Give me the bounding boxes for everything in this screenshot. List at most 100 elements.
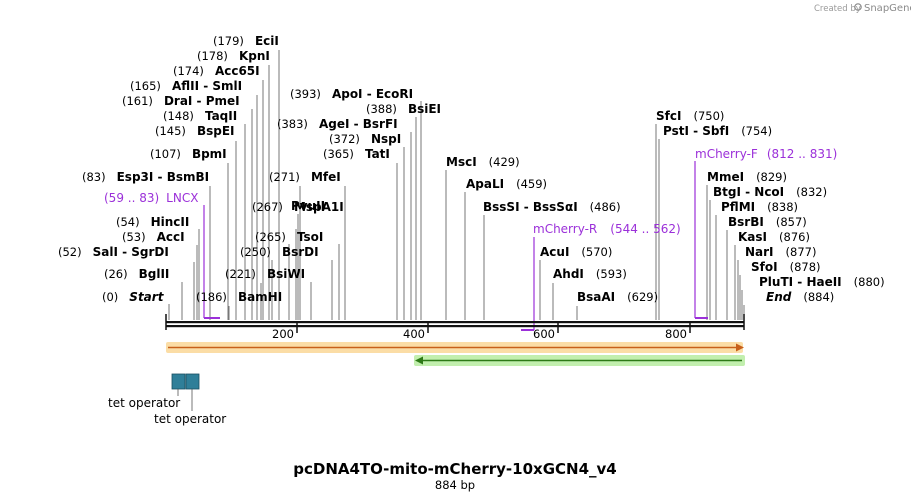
primer-marks [203,161,708,331]
primer-range: (544 .. 562) [610,222,680,236]
enzyme-site[interactable]: (83) Esp3I - BsmBI [82,170,209,184]
site-position: (570) [581,245,612,259]
enzyme-site[interactable]: BsaAI (629) [577,290,658,304]
snapgene-logo-icon [854,3,862,11]
enzyme-site[interactable]: (165) AflII - SmlI [130,79,242,93]
enzyme-site[interactable]: (365) TatI [323,147,390,161]
enzyme-name: BssSI - BssSαI [483,200,578,214]
enzyme-name: SfoI [751,260,778,274]
enzyme-name: BsiEI [408,102,441,116]
enzyme-site[interactable]: PvuII [291,199,325,213]
enzyme-site[interactable]: ApaLI (459) [466,177,547,191]
enzyme-site[interactable]: (174) Acc65I [173,64,260,78]
enzyme-site[interactable]: (53) AccI [122,230,185,244]
enzyme-site[interactable]: KasI (876) [738,230,810,244]
enzyme-site[interactable]: (107) BpmI [150,147,227,161]
site-position: (429) [489,155,520,169]
enzyme-site[interactable]: (26) BglII [104,267,169,281]
enzyme-site[interactable]: (186) BamHI [196,290,282,304]
site-position: (83) [82,170,106,184]
enzyme-site[interactable]: MscI (429) [446,155,520,169]
feature-orange-arrow[interactable] [166,342,744,353]
map-length: 884 bp [435,478,475,492]
tick-label: 200 [272,327,294,341]
enzyme-name: BsaAI [577,290,615,304]
enzyme-site[interactable]: BsrBI (857) [728,215,807,229]
enzyme-name: TsoI [297,230,323,244]
enzyme-site[interactable]: NarI (877) [745,245,816,259]
primer-name[interactable]: LNCX [166,191,198,205]
enzyme-site[interactable]: (388) BsiEI [366,102,441,116]
tet-operator-box[interactable] [185,373,200,390]
enzyme-name: BspEI [197,124,235,138]
enzyme-site[interactable]: MmeI (829) [707,170,787,184]
enzyme-name: PluTI - HaeII [759,275,842,289]
enzyme-site[interactable]: (372) NspI [329,132,401,146]
enzyme-site[interactable]: PflMI (838) [721,200,798,214]
site-position: (876) [779,230,810,244]
dna-backbone [165,314,745,330]
enzyme-name: BamHI [238,290,282,304]
site-position: (486) [590,200,621,214]
enzyme-name: SalI - SgrDI [93,245,169,259]
primer-name[interactable]: mCherry-R [533,222,597,236]
enzyme-site[interactable]: (145) BspEI [155,124,234,138]
map-title: pcDNA4TO-mito-mCherry-10xGCN4_v4 [293,460,617,478]
site-position: (829) [756,170,787,184]
feature-green-arrow[interactable] [414,355,745,366]
enzyme-site[interactable]: (52) SalI - SgrDI [58,245,169,259]
enzyme-name: HincII [151,215,190,229]
enzyme-name: EciI [255,34,279,48]
enzyme-site[interactable]: (221) BsiWI [225,267,305,281]
site-position: (53) [122,230,146,244]
site-position: (250) [240,245,271,259]
enzyme-site[interactable]: End (884) [766,290,834,304]
enzyme-name: AflII - SmlI [172,79,242,93]
site-position: (880) [854,275,885,289]
primer-name[interactable]: mCherry-F [695,147,758,161]
enzyme-site[interactable]: (148) TaqII [163,109,237,123]
enzyme-site[interactable]: (383) AgeI - BsrFI [277,117,398,131]
site-position: (54) [116,215,140,229]
enzyme-site[interactable]: PstI - SbfI (754) [663,124,772,138]
enzyme-name: BsrBI [728,215,764,229]
created-by-text: Created by [814,4,861,14]
enzyme-site[interactable]: (178) KpnI [197,49,270,63]
enzyme-name: BsiWI [267,267,305,281]
enzyme-name: SfcI [656,109,681,123]
enzyme-site[interactable]: AhdI (593) [553,267,627,281]
enzyme-site[interactable]: BssSI - BssSαI (486) [483,200,621,214]
site-position: (838) [767,200,798,214]
site-position: (145) [155,124,186,138]
feature-label: tet operator [154,412,226,426]
site-position: (267) [252,200,283,214]
enzyme-site[interactable]: BtgI - NcoI (832) [713,185,827,199]
enzyme-name: NarI [745,245,774,259]
enzyme-site[interactable]: (393) ApoI - EcoRI [290,87,413,101]
enzyme-site[interactable]: (265) TsoI [255,230,323,244]
enzyme-name: MfeI [311,170,341,184]
enzyme-name: AgeI - BsrFI [319,117,398,131]
enzyme-site[interactable]: SfcI (750) [656,109,724,123]
enzyme-site[interactable]: (0) Start [102,290,165,304]
enzyme-site[interactable]: AcuI (570) [540,245,612,259]
enzyme-site[interactable]: (179) EciI [213,34,279,48]
enzyme-site[interactable]: PluTI - HaeII (880) [759,275,885,289]
feature-label: tet operator [108,396,180,410]
enzyme-site[interactable]: (250) BsrDI [240,245,319,259]
svg-text:(59 .. 83)LNCX: (59 .. 83) LNCX [104,191,198,205]
site-position: (178) [197,49,228,63]
enzyme-site[interactable]: (161) DraI - PmeI [122,94,240,108]
enzyme-name: AccI [157,230,185,244]
tick-label: 400 [403,327,425,341]
enzyme-site[interactable]: SfoI (878) [751,260,821,274]
site-position: (884) [803,290,834,304]
enzyme-site[interactable]: (267) MspA1I [252,200,344,214]
enzyme-site[interactable]: (54) HincII [116,215,189,229]
enzyme-name: DraI - PmeI [164,94,240,108]
site-position: (877) [786,245,817,259]
tet-operator-box[interactable] [171,373,186,390]
ruler-ticks: 200 400 600 800 [272,323,691,341]
enzyme-site[interactable]: (271) MfeI [269,170,341,184]
